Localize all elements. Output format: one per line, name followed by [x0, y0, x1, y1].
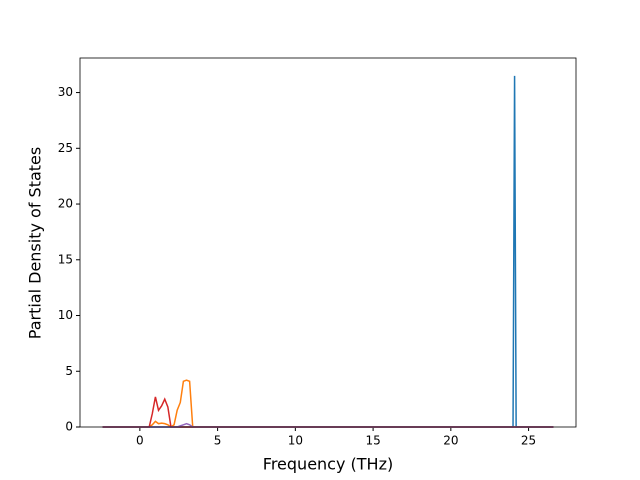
y-axis-label: Partial Density of States — [26, 147, 45, 339]
series-line — [102, 396, 554, 428]
x-tick-label: 5 — [214, 434, 222, 448]
y-tick-label: 25 — [58, 141, 73, 155]
plot-frame — [79, 57, 577, 428]
y-tick-label: 30 — [58, 85, 73, 99]
series-line — [102, 75, 554, 428]
y-tick-label: 20 — [58, 197, 73, 211]
y-tick-label: 10 — [58, 308, 73, 322]
y-tick-label: 0 — [65, 420, 73, 434]
x-tick-label: 25 — [521, 434, 536, 448]
x-tick-label: 0 — [136, 434, 144, 448]
x-tick-label: 15 — [365, 434, 380, 448]
x-tick-label: 10 — [288, 434, 303, 448]
y-tick-label: 15 — [58, 252, 73, 266]
x-tick-label: 20 — [443, 434, 458, 448]
x-axis-label: Frequency (THz) — [263, 455, 393, 474]
y-tick-label: 5 — [65, 364, 73, 378]
